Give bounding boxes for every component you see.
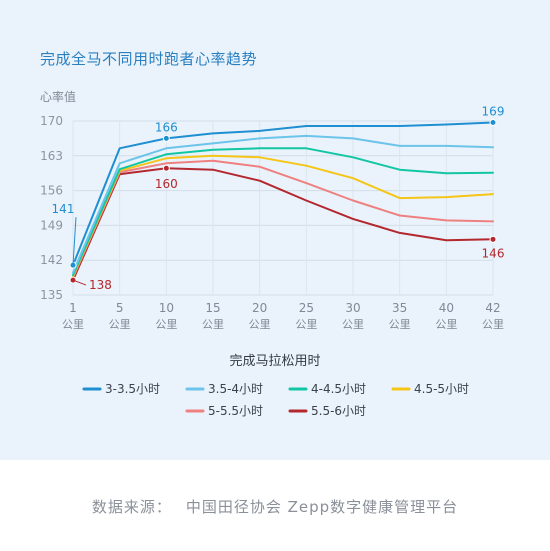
data-label: 169 [482, 104, 505, 118]
legend-label: 5-5.5小时 [208, 404, 263, 418]
data-label: 146 [482, 246, 505, 260]
x-tick-label: 42 [485, 301, 500, 315]
y-axis-label: 心率值 [40, 89, 76, 104]
x-tick-unit: 公里 [62, 318, 84, 331]
x-tick-label: 5 [116, 301, 124, 315]
y-tick-label: 170 [40, 114, 63, 128]
legend-label: 4.5-5小时 [414, 382, 469, 396]
x-tick-unit: 公里 [389, 318, 411, 331]
series-line [72, 134, 494, 274]
x-tick-label: 35 [392, 301, 407, 315]
x-tick-label: 15 [205, 301, 220, 315]
y-tick-label: 156 [40, 184, 63, 198]
line-chart: 心率值 135 142 149 156 163 170 1 公里 5 公里 10 公里 15 公里 20 公里 2… [40, 89, 505, 418]
series-line [72, 154, 494, 278]
annotation-leader [72, 217, 77, 266]
y-tick-label: 135 [40, 288, 63, 302]
data-source: 数据来源： 中国田径协会 Zepp数字健康管理平台 [0, 496, 550, 517]
y-tick-label: 149 [40, 218, 63, 232]
legend-label: 3-3.5小时 [105, 382, 160, 396]
series-line [72, 121, 494, 267]
data-label: 138 [89, 278, 112, 292]
x-tick-unit: 公里 [155, 318, 177, 331]
series-line [72, 167, 494, 282]
data-label: 141 [52, 202, 75, 216]
series-line [72, 159, 494, 279]
series-line [72, 147, 494, 277]
x-tick-label: 40 [439, 301, 454, 315]
x-tick-unit: 公里 [202, 318, 224, 331]
x-tick-label: 30 [345, 301, 360, 315]
footer: 数据来源： 中国田径协会 Zepp数字健康管理平台 [0, 460, 550, 551]
legend-label: 5.5-6小时 [311, 404, 366, 418]
x-tick-label: 10 [159, 301, 174, 315]
y-tick-label: 163 [40, 149, 63, 163]
x-tick-label: 25 [299, 301, 314, 315]
chart-card: 完成全马不同用时跑者心率趋势 心率值 135 142 149 156 163 170 1 公里 5… [0, 0, 550, 460]
data-point-marker [489, 118, 497, 126]
data-source-text: 中国田径协会 Zepp数字健康管理平台 [185, 498, 459, 516]
data-point-marker [489, 235, 497, 243]
x-tick-label: 1 [69, 301, 77, 315]
legend-label: 4-4.5小时 [311, 382, 366, 396]
annotation-leader [72, 279, 87, 286]
data-point-marker [162, 164, 170, 172]
y-tick-label: 142 [40, 253, 63, 267]
legend-label: 3.5-4小时 [208, 382, 263, 396]
x-tick-unit: 公里 [342, 318, 364, 331]
x-tick-label: 20 [252, 301, 267, 315]
legend-title: 完成马拉松用时 [229, 354, 320, 369]
data-source-label: 数据来源： [91, 498, 172, 516]
chart-title: 完成全马不同用时跑者心率趋势 [40, 50, 258, 68]
x-tick-unit: 公里 [482, 318, 504, 331]
data-label: 160 [155, 177, 178, 191]
x-tick-unit: 公里 [295, 318, 317, 331]
x-tick-unit: 公里 [109, 318, 131, 331]
x-tick-unit: 公里 [435, 318, 457, 331]
data-label: 166 [155, 120, 178, 134]
x-tick-unit: 公里 [249, 318, 271, 331]
data-point-marker [162, 134, 170, 142]
